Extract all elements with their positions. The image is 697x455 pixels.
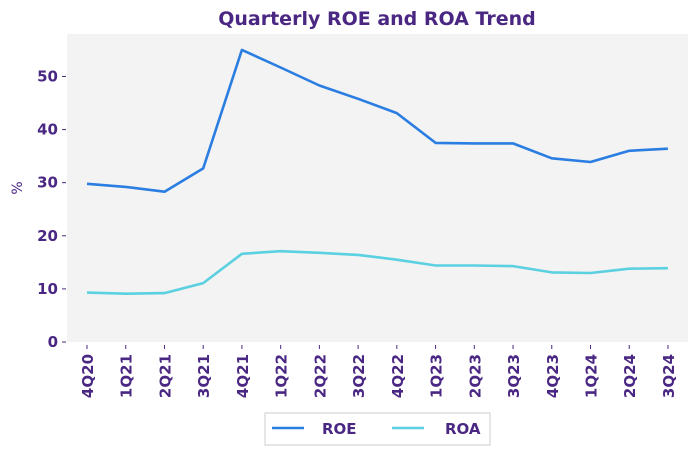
y-tick-label: 20 [37, 227, 58, 245]
y-tick-label: 0 [48, 333, 58, 351]
x-tick-label: 1Q24 [582, 354, 600, 398]
legend: ROE ROA [264, 412, 491, 446]
legend-item-roa: ROA [392, 420, 481, 438]
x-tick-label: 3Q24 [660, 354, 678, 398]
x-tick-label: 4Q23 [544, 354, 562, 398]
chart-title: Quarterly ROE and ROA Trend [218, 8, 536, 30]
x-tick-label: 4Q21 [234, 354, 252, 398]
legend-label: ROA [445, 420, 481, 438]
series-line-roe [86, 48, 668, 193]
x-tick-label: 1Q23 [428, 354, 446, 398]
x-tick-label: 3Q22 [350, 354, 368, 398]
y-tick-label: 30 [37, 174, 58, 192]
x-tick-label: 2Q22 [311, 354, 329, 398]
x-tick-label: 2Q24 [621, 354, 639, 398]
series-line-roa [86, 249, 668, 296]
x-tick-label: 3Q21 [195, 354, 213, 398]
y-tick-label: 10 [37, 280, 58, 298]
x-tick-label: 1Q21 [118, 354, 136, 398]
x-tick-label: 2Q21 [156, 354, 174, 398]
y-axis-label: % [10, 181, 26, 194]
x-tick-label: 4Q20 [79, 354, 97, 398]
x-tick-label: 2Q23 [466, 354, 484, 398]
x-tick-label: 4Q22 [389, 354, 407, 398]
legend-label: ROE [322, 420, 357, 438]
series-group [86, 48, 668, 296]
x-tick-label: 3Q23 [505, 354, 523, 398]
x-tick-label: 1Q22 [273, 354, 291, 398]
y-tick-label: 40 [37, 121, 58, 139]
y-axis: 0 10 20 30 40 50 [37, 67, 66, 351]
x-axis: 4Q20 1Q21 2Q21 3Q21 4Q21 1Q22 2Q22 3Q22 4Q22 1Q23… [79, 345, 678, 398]
plot-area [67, 34, 688, 342]
y-tick-label: 50 [37, 67, 58, 85]
legend-item-roe: ROE [272, 420, 357, 438]
